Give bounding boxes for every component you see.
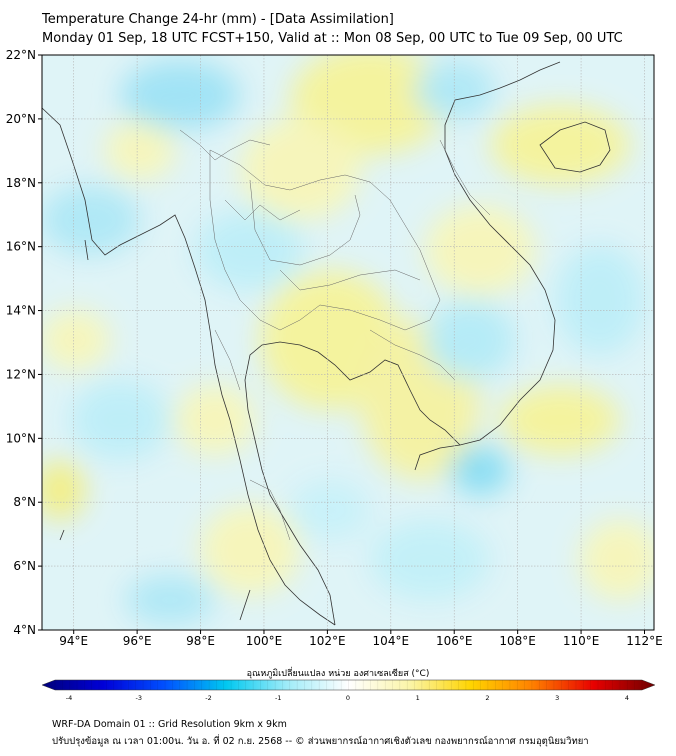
colorbar-tick-label: -1 <box>275 694 281 702</box>
lon-label: 112°E <box>626 634 663 648</box>
colorbar-bar <box>41 679 656 691</box>
lat-label: 6°N <box>13 559 36 573</box>
lon-label: 108°E <box>499 634 536 648</box>
colorbar-tick-label: 3 <box>555 694 559 702</box>
lon-label: 106°E <box>436 634 473 648</box>
colorbar-tick-label: 4 <box>625 694 629 702</box>
colorbar-tick-label: 1 <box>416 694 420 702</box>
lat-label: 8°N <box>13 495 36 509</box>
colorbar-ticks: -4 -3 -2 -1 0 1 2 3 4 <box>54 680 643 702</box>
lon-label: 104°E <box>373 634 410 648</box>
temperature-field <box>42 55 654 630</box>
lon-label: 110°E <box>563 634 600 648</box>
coastline-layer <box>42 61 611 626</box>
map-subtitle: Monday 01 Sep, 18 UTC FCST+150, Valid at… <box>42 31 623 46</box>
lat-label: 22°N <box>6 48 36 62</box>
lon-label: 94°E <box>59 634 88 648</box>
lat-label: 14°N <box>6 304 36 318</box>
lat-label: 4°N <box>13 623 36 637</box>
colorbar-title: อุณหภูมิเปลี่ยนแปลง หน่วย องศาเซลเซียส (… <box>246 669 430 679</box>
colorbar-tick-label: -2 <box>205 694 211 702</box>
lat-label: 16°N <box>6 240 36 254</box>
province-borders <box>179 129 491 541</box>
footer-credit: ปรับปรุงข้อมูล ณ เวลา 01:00น. วัน อ. ที่… <box>52 736 589 747</box>
colorbar-tick-label: -4 <box>66 694 72 702</box>
colorbar: -4 -3 -2 -1 0 1 2 3 4 <box>41 679 656 702</box>
map-title: Temperature Change 24-hr (mm) - [Data As… <box>42 12 394 27</box>
lat-label: 10°N <box>6 431 36 445</box>
lon-label: 96°E <box>123 634 152 648</box>
lon-label: 100°E <box>246 634 283 648</box>
gridlines <box>42 54 654 631</box>
colorbar-tick-label: 0 <box>346 694 350 702</box>
colorbar-tick-label: 2 <box>485 694 489 702</box>
longitude-axis: 94°E 96°E 98°E 100°E 102°E 104°E 106°E 108°E 110… <box>59 630 663 648</box>
lon-label: 102°E <box>309 634 346 648</box>
lat-label: 12°N <box>6 367 36 381</box>
lat-label: 18°N <box>6 176 36 190</box>
footer-resolution: WRF-DA Domain 01 :: Grid Resolution 9km … <box>52 719 287 730</box>
colorbar-tick-label: -3 <box>136 694 142 702</box>
lon-label: 98°E <box>186 634 215 648</box>
lat-label: 20°N <box>6 112 36 126</box>
latitude-axis: 22°N 20°N 18°N 16°N 14°N 12°N 10°N 8°N 6°N 4°N <box>6 48 42 637</box>
map-frame <box>41 54 655 631</box>
